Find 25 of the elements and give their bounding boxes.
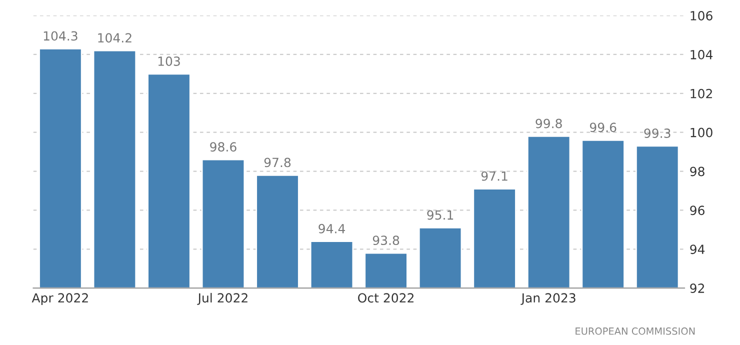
y-tick-label: 92 xyxy=(690,284,704,293)
x-tick-label: Apr 2022 xyxy=(32,293,88,306)
y-tick-label: 106 xyxy=(690,10,712,20)
y-tick-label: 102 xyxy=(690,88,712,98)
data-label: 99.8 xyxy=(536,118,562,128)
y-tick-label: 100 xyxy=(690,128,712,138)
x-tick-label: Jan 2023 xyxy=(520,293,576,305)
data-label: 97.8 xyxy=(264,158,291,168)
x-tick-label: Oct 2022 xyxy=(358,293,414,303)
data-label: 104.3 xyxy=(44,31,78,41)
data-label: 93.8 xyxy=(372,236,400,246)
y-tick-label: 94 xyxy=(690,244,705,254)
data-label: 98.6 xyxy=(210,142,236,152)
data-label: 94.4 xyxy=(318,224,345,234)
data-label: 97.1 xyxy=(481,171,508,181)
x-tick-label: Jul 2022 xyxy=(197,292,248,305)
y-tick-label: 104 xyxy=(690,50,713,60)
text: EUROPEAN COMMISSION xyxy=(576,327,695,335)
y-tick-label: 98 xyxy=(690,166,704,176)
data-label: 95.1 xyxy=(427,210,454,220)
data-label: 104.2 xyxy=(98,33,132,43)
data-label: 99.3 xyxy=(644,128,670,138)
y-tick-label: 96 xyxy=(690,206,704,216)
data-label: 103 xyxy=(158,56,180,66)
data-label: 99.6 xyxy=(590,122,616,132)
